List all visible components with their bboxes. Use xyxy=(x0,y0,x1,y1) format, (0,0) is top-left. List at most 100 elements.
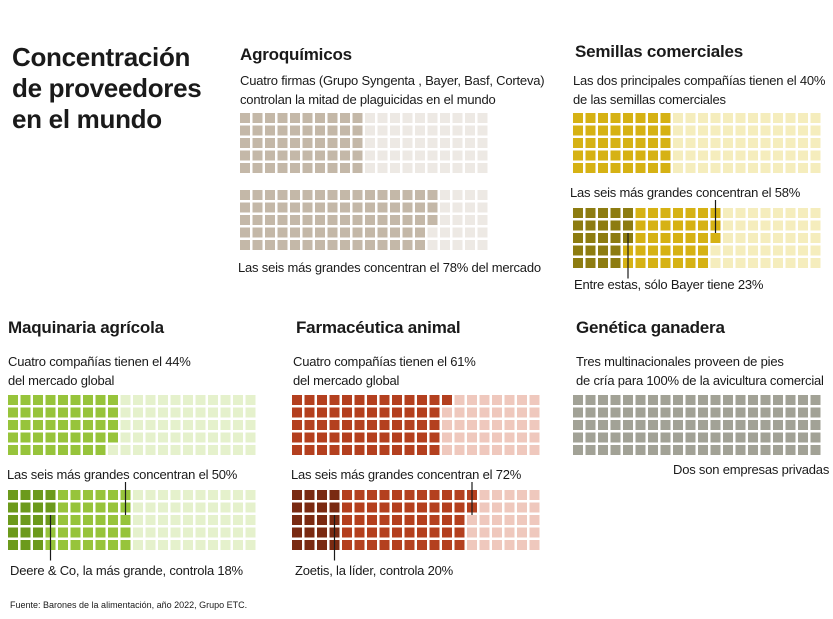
waffle-cell-highlight xyxy=(623,420,633,430)
waffle-cell-rest xyxy=(220,515,231,525)
waffle-cell-rest xyxy=(673,138,683,148)
waffle-cell-highlight xyxy=(660,220,671,231)
waffle-cell-highlight xyxy=(673,258,683,268)
waffle-cell-rest xyxy=(145,540,156,550)
waffle-cell-highlight xyxy=(342,540,352,550)
waffle-cell-highlight xyxy=(402,227,413,238)
waffle-cell-highlight xyxy=(417,420,427,430)
waffle-cell-highlight xyxy=(698,258,708,268)
semillas-waffle-top6 xyxy=(573,200,821,279)
waffle-cell-rest xyxy=(195,395,206,405)
waffle-cell-highlight xyxy=(304,420,315,430)
waffle-cell-highlight xyxy=(710,233,721,243)
waffle-cell-rest xyxy=(465,227,475,238)
waffle-cell-rest xyxy=(698,138,708,148)
waffle-cell-highlight xyxy=(673,432,683,443)
waffle-cell-highlight xyxy=(760,395,771,405)
semillas-description-line-2: de las semillas comerciales xyxy=(573,92,726,107)
waffle-cell-rest xyxy=(735,150,746,161)
waffle-cell-rest xyxy=(415,163,425,173)
waffle-cell-highlight xyxy=(623,125,633,136)
waffle-cell-rest xyxy=(452,113,463,123)
waffle-cell-highlight xyxy=(735,420,746,430)
waffle-cell-rest xyxy=(245,527,256,538)
waffle-cell-rest xyxy=(798,113,808,123)
waffle-cell-highlight xyxy=(342,407,352,418)
waffle-cell-rest xyxy=(723,113,733,123)
waffle-cell-highlight xyxy=(95,527,106,538)
waffle-cell-highlight xyxy=(58,502,68,513)
waffle-cell-rest xyxy=(479,445,490,455)
waffle-cell-rest xyxy=(158,445,168,455)
waffle-cell-highlight xyxy=(685,432,696,443)
waffle-cell-rest xyxy=(415,150,425,161)
waffle-cell-rest xyxy=(233,502,243,513)
waffle-cell-highlight xyxy=(83,515,93,525)
waffle-cell-rest xyxy=(798,233,808,243)
waffle-cell-rest xyxy=(365,150,375,161)
waffle-cell-highlight xyxy=(698,208,708,218)
waffle-cell-highlight xyxy=(610,432,621,443)
waffle-cell-rest xyxy=(427,150,438,161)
waffle-cell-leader xyxy=(598,245,608,256)
waffle-cell-leader xyxy=(573,233,583,243)
waffle-cell-rest xyxy=(183,490,193,500)
waffle-cell-rest xyxy=(452,215,463,225)
waffle-cell-highlight xyxy=(252,113,263,123)
semillas-top6-note: Las seis más grandes concentran el 58% xyxy=(570,185,801,200)
waffle-cell-rest xyxy=(427,163,438,173)
waffle-cell-highlight xyxy=(623,407,633,418)
waffle-cell-rest xyxy=(452,202,463,213)
waffle-cell-highlight xyxy=(20,395,31,405)
waffle-cell-highlight xyxy=(623,150,633,161)
waffle-cell-leader xyxy=(304,490,315,500)
waffle-cell-highlight xyxy=(454,540,465,550)
waffle-cell-leader xyxy=(329,490,340,500)
waffle-cell-rest xyxy=(517,527,527,538)
waffle-cell-highlight xyxy=(304,445,315,455)
waffle-cell-highlight xyxy=(95,432,106,443)
waffle-cell-rest xyxy=(195,432,206,443)
waffle-cell-highlight xyxy=(798,420,808,430)
waffle-cell-highlight xyxy=(315,150,325,161)
waffle-cell-rest xyxy=(120,432,131,443)
waffle-cell-highlight xyxy=(95,540,106,550)
waffle-cell-highlight xyxy=(365,215,375,225)
waffle-cell-highlight xyxy=(442,395,452,405)
waffle-cell-leader xyxy=(304,502,315,513)
waffle-cell-rest xyxy=(195,407,206,418)
waffle-cell-highlight xyxy=(265,150,275,161)
waffle-cell-highlight xyxy=(442,502,452,513)
waffle-cell-rest xyxy=(415,138,425,148)
waffle-cell-highlight xyxy=(379,445,390,455)
waffle-cell-rest xyxy=(183,395,193,405)
waffle-cell-highlight xyxy=(354,490,365,500)
agro-description-line-2: controlan la mitad de plaguicidas en el … xyxy=(240,92,496,107)
waffle-cell-rest xyxy=(158,527,168,538)
waffle-cell-highlight xyxy=(598,113,608,123)
waffle-cell-leader xyxy=(317,515,327,525)
waffle-cell-rest xyxy=(748,233,758,243)
waffle-cell-rest xyxy=(208,527,218,538)
waffle-cell-highlight xyxy=(58,395,68,405)
waffle-cell-leader xyxy=(8,502,18,513)
waffle-cell-highlight xyxy=(760,445,771,455)
waffle-cell-highlight xyxy=(327,202,338,213)
main-title: Concentración de proveedores en el mundo xyxy=(12,42,202,135)
waffle-cell-highlight xyxy=(623,395,633,405)
waffle-cell-rest xyxy=(810,258,821,268)
waffle-cell-highlight xyxy=(265,138,275,148)
waffle-cell-highlight xyxy=(277,190,288,200)
waffle-cell-highlight xyxy=(404,395,415,405)
waffle-cell-rest xyxy=(467,395,477,405)
waffle-cell-rest xyxy=(798,125,808,136)
waffle-cell-highlight xyxy=(404,407,415,418)
waffle-cell-highlight xyxy=(404,515,415,525)
waffle-cell-rest xyxy=(452,190,463,200)
agro-waffle-main xyxy=(240,113,488,173)
waffle-cell-highlight xyxy=(429,490,440,500)
waffle-cell-highlight xyxy=(648,163,658,173)
waffle-cell-highlight xyxy=(635,245,646,256)
waffle-cell-rest xyxy=(465,125,475,136)
semillas-description-line-1: Las dos principales compañías tienen el … xyxy=(573,73,826,88)
